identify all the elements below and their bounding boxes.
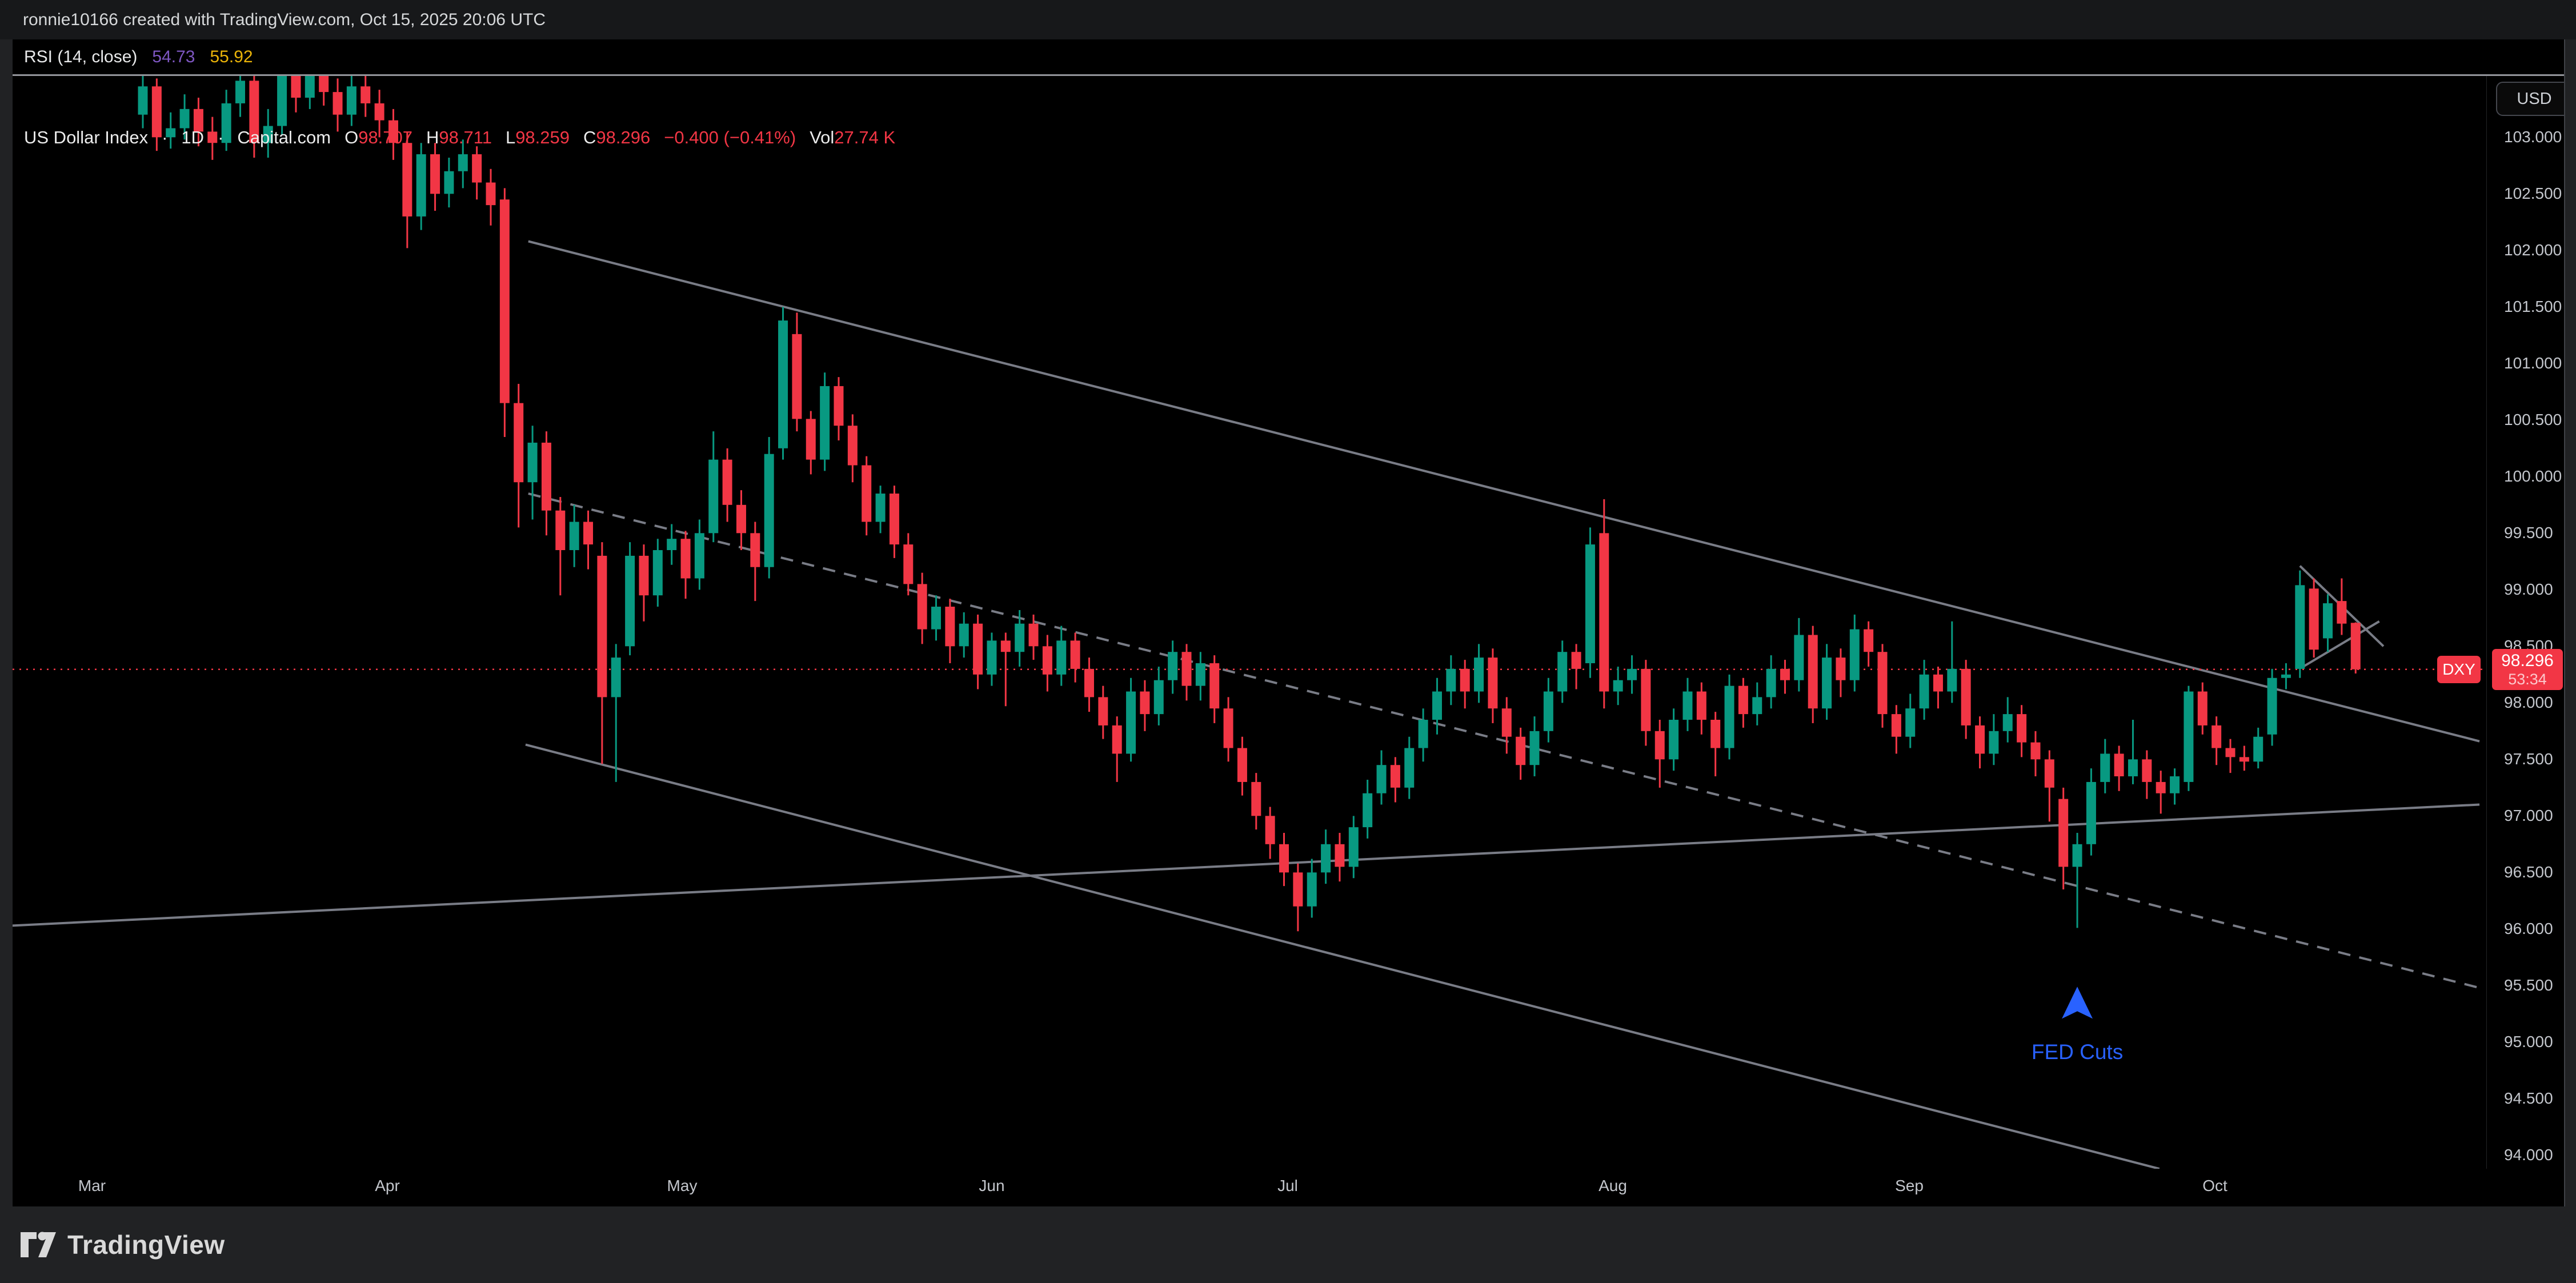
low-readout: L98.259 <box>505 127 570 147</box>
symbol-legend[interactable]: US Dollar Index · 1D · Capital.com O98.7… <box>24 125 895 150</box>
month-label-sep: Sep <box>1895 1177 1924 1194</box>
candlestick-chart-canvas[interactable]: FED Cuts <box>13 76 2486 1169</box>
upper-channel-line[interactable] <box>528 240 2480 743</box>
price-tick: 101.500 <box>2504 298 2562 316</box>
footer: TradingView <box>0 1206 2576 1283</box>
price-tick: 102.500 <box>2504 185 2562 203</box>
price-tick: 101.000 <box>2504 354 2562 372</box>
month-label-mar: Mar <box>78 1177 106 1194</box>
price-tick: 99.000 <box>2504 580 2553 599</box>
rsi-legend[interactable]: RSI (14, close) 54.73 55.92 <box>24 39 253 75</box>
price-tick: 94.500 <box>2504 1089 2553 1108</box>
high-readout: H98.711 <box>426 127 492 147</box>
price-tick: 98.000 <box>2504 693 2553 712</box>
price-tick: 103.000 <box>2504 128 2562 146</box>
legend-separator-1: · <box>162 127 168 147</box>
attribution-bar: ronnie10166 created with TradingView.com… <box>0 0 2576 39</box>
month-label-aug: Aug <box>1599 1177 1627 1194</box>
exchange-label[interactable]: Capital.com <box>237 127 331 147</box>
pane-divider[interactable] <box>13 74 2564 76</box>
symbol-price-tag: DXY <box>2437 655 2481 683</box>
median-channel-line[interactable] <box>528 492 2480 989</box>
interval-label[interactable]: 1D <box>181 127 205 147</box>
currency-button[interactable]: USD <box>2496 82 2564 116</box>
rsi-legend-label: RSI (14, close) <box>24 47 138 66</box>
time-axis[interactable]: Mar Apr May Jun Jul Aug Sep Oct <box>13 1169 2486 1206</box>
lower-channel-line[interactable] <box>525 743 2160 1169</box>
price-tick: 95.000 <box>2504 1033 2553 1051</box>
volume-readout: Vol27.74 K <box>810 127 896 147</box>
bar-countdown: 53:34 <box>2508 670 2547 688</box>
currency-label: USD <box>2517 89 2552 108</box>
month-label-jul: Jul <box>1277 1177 1298 1194</box>
price-tick: 95.500 <box>2504 976 2553 995</box>
support-line[interactable] <box>13 803 2480 927</box>
close-readout: C98.296 <box>583 127 651 147</box>
chart-container[interactable]: RSI (14, close) 54.73 55.92 US Dollar In… <box>13 39 2565 1206</box>
change-readout: −0.400 (−0.41%) <box>664 127 796 147</box>
price-tick: 102.000 <box>2504 241 2562 259</box>
symbol-title[interactable]: US Dollar Index <box>24 127 149 147</box>
price-tick: 97.500 <box>2504 750 2553 768</box>
price-tick: 100.500 <box>2504 411 2562 429</box>
wedge-lower-line[interactable] <box>2301 620 2380 669</box>
fed-cuts-annotation[interactable]: FED Cuts <box>2032 1040 2123 1064</box>
price-tick: 94.000 <box>2504 1146 2553 1164</box>
price-tick: 96.000 <box>2504 920 2553 938</box>
rsi-value: 54.73 <box>152 47 195 66</box>
legend-separator-2: · <box>218 127 224 147</box>
tradingview-brand-text[interactable]: TradingView <box>67 1230 225 1260</box>
price-tick: 100.000 <box>2504 467 2562 486</box>
month-label-may: May <box>667 1177 698 1194</box>
attribution-text: ronnie10166 created with TradingView.com… <box>23 10 546 29</box>
price-tick: 99.500 <box>2504 524 2553 542</box>
fed-cuts-arrow-icon[interactable] <box>2062 987 2093 1019</box>
candlestick-series <box>138 76 2361 932</box>
month-label-apr: Apr <box>375 1177 400 1194</box>
price-scale[interactable]: 103.000 102.500 102.000 101.500 101.000 100.5… <box>2486 76 2564 1169</box>
open-readout: O98.707 <box>344 127 413 147</box>
month-label-jun: Jun <box>979 1177 1005 1194</box>
rsi-ma-value: 55.92 <box>210 47 253 66</box>
tradingview-logo-icon[interactable] <box>19 1231 57 1258</box>
price-tick: 96.500 <box>2504 863 2553 881</box>
price-tick: 97.000 <box>2504 807 2553 825</box>
last-price-label: 98.296 53:34 <box>2492 648 2563 690</box>
month-label-oct: Oct <box>2202 1177 2228 1194</box>
last-price-value: 98.296 <box>2501 651 2554 670</box>
